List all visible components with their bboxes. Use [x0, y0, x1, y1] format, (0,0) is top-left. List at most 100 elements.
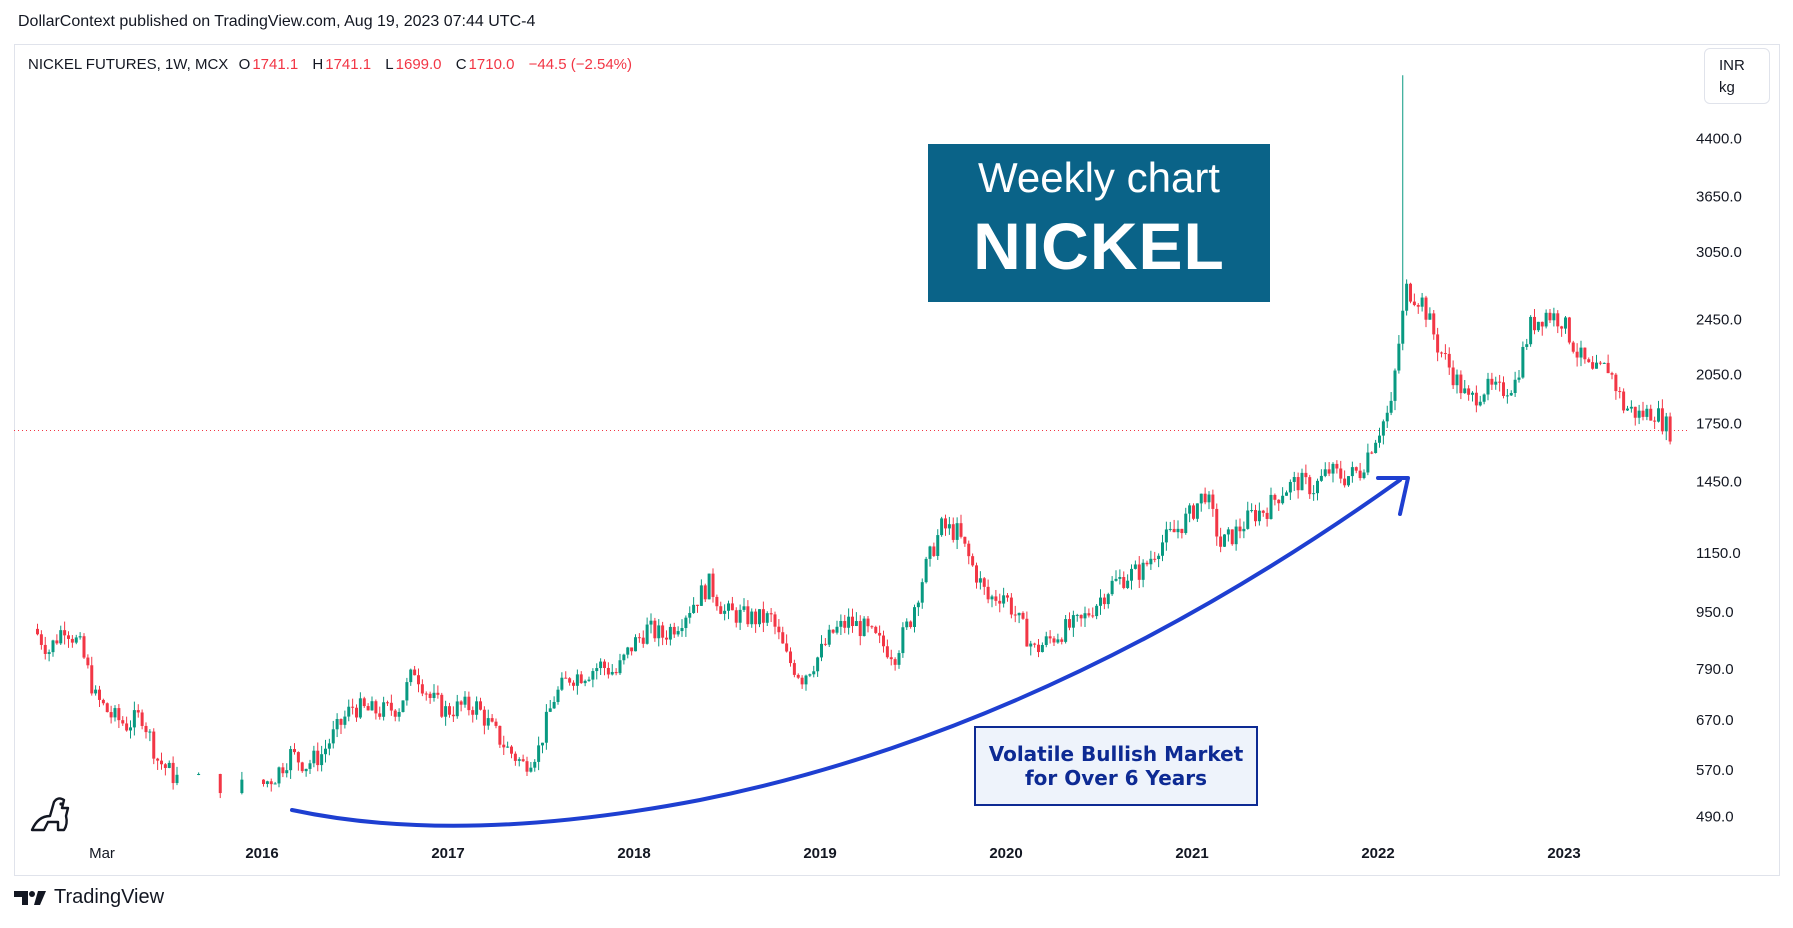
- candle-body: [1091, 615, 1095, 617]
- candle-body: [362, 698, 366, 707]
- candle-body: [796, 674, 800, 678]
- candle-body: [343, 716, 347, 725]
- candle-body: [1246, 510, 1250, 529]
- candle-body: [630, 647, 634, 652]
- y-tick-label: 670.0: [1696, 712, 1734, 729]
- candle-body: [140, 712, 144, 726]
- candle-body: [1378, 435, 1381, 443]
- open-value: 1741.1: [252, 56, 299, 73]
- low-label: L: [385, 56, 394, 73]
- candle-body: [680, 628, 684, 632]
- candle-body: [67, 635, 70, 639]
- candle-body: [851, 616, 854, 627]
- candle-body: [672, 626, 676, 635]
- candle-body: [1529, 316, 1533, 345]
- footer-brand[interactable]: TradingView: [14, 886, 164, 909]
- candle-body: [754, 611, 758, 625]
- candle-body: [878, 632, 882, 636]
- y-tick-label: 790.0: [1696, 661, 1734, 678]
- candle-body: [1440, 352, 1443, 354]
- candle-body: [355, 707, 358, 718]
- candle-body: [1095, 605, 1099, 617]
- candle-body: [1052, 638, 1056, 643]
- candle-body: [1471, 392, 1474, 395]
- candle-body: [289, 749, 293, 771]
- candle-body: [1405, 283, 1409, 311]
- candle-body: [591, 671, 595, 680]
- candle-body: [1505, 395, 1509, 397]
- candle-body: [874, 626, 878, 633]
- candle-body: [1525, 344, 1529, 347]
- candle-body: [156, 758, 160, 761]
- candle-body: [1044, 636, 1048, 645]
- candle-body: [723, 610, 727, 614]
- candle-body: [285, 770, 289, 774]
- candle-body: [1571, 342, 1575, 352]
- candle-body: [1591, 362, 1595, 369]
- candle-body: [1250, 510, 1254, 512]
- candle-body: [486, 718, 490, 726]
- candle-body: [777, 626, 781, 633]
- candle-body: [812, 671, 816, 675]
- candle-body: [1273, 494, 1277, 500]
- candle-body: [175, 774, 179, 784]
- y-tick-label: 1150.0: [1696, 545, 1741, 562]
- candle-body: [1498, 381, 1502, 383]
- candle-body: [1230, 529, 1234, 545]
- candle-body: [506, 746, 510, 748]
- candle-body: [479, 701, 482, 710]
- candle-body: [847, 616, 851, 628]
- candle-body: [537, 745, 541, 762]
- candle-body: [1552, 313, 1556, 321]
- candle-body: [719, 606, 723, 614]
- candle-body: [55, 640, 59, 644]
- candle-body: [1071, 615, 1075, 628]
- candle-body: [761, 609, 765, 623]
- y-tick-label: 2050.0: [1696, 367, 1742, 384]
- candle-body: [1300, 472, 1304, 491]
- candle-body: [94, 689, 98, 694]
- candle-body: [606, 667, 610, 675]
- candle-body: [703, 585, 707, 600]
- time-axis: Mar 2016 2017 2018 2019 2020 2021 2022 2023: [89, 845, 1581, 862]
- candle-body: [494, 721, 498, 726]
- annotation-line-1: Volatile Bullish Market: [988, 742, 1244, 766]
- candle-body: [1223, 534, 1226, 547]
- candle-body: [1467, 388, 1471, 395]
- candle-body: [1207, 494, 1211, 503]
- candle-body: [688, 613, 692, 618]
- bullish-arc-arrow: [290, 478, 1402, 828]
- candle-body: [1436, 334, 1440, 353]
- candle-body: [39, 634, 43, 645]
- candle-body: [823, 643, 827, 645]
- candle-body: [928, 546, 932, 559]
- candle-body: [1122, 577, 1126, 588]
- candle-body: [1637, 410, 1641, 418]
- candle-body: [1226, 529, 1230, 535]
- candle-body: [1626, 408, 1629, 411]
- candle-body: [986, 586, 990, 600]
- candle-body: [785, 643, 789, 652]
- candle-body: [692, 604, 696, 614]
- candle-body: [1486, 378, 1490, 395]
- candle-body: [374, 701, 378, 714]
- candle-body: [51, 640, 55, 653]
- candle-body: [1242, 528, 1246, 532]
- candle-body: [614, 671, 618, 674]
- candle-body: [521, 759, 525, 762]
- currency-unit-button[interactable]: INR kg: [1704, 48, 1770, 104]
- candle-body: [579, 674, 583, 684]
- unit-label: kg: [1719, 79, 1735, 96]
- symbol-label[interactable]: NICKEL FUTURES, 1W, MCX: [28, 56, 229, 73]
- candle-body: [1602, 362, 1606, 364]
- candle-body: [641, 637, 645, 644]
- candle-body: [63, 630, 67, 636]
- candle-body: [420, 684, 424, 694]
- candle-body: [742, 606, 746, 610]
- candle-body: [1037, 644, 1040, 653]
- candle-body: [1176, 528, 1180, 533]
- candle-body: [1664, 416, 1668, 432]
- candle-body: [994, 596, 998, 601]
- candle-body: [758, 609, 761, 625]
